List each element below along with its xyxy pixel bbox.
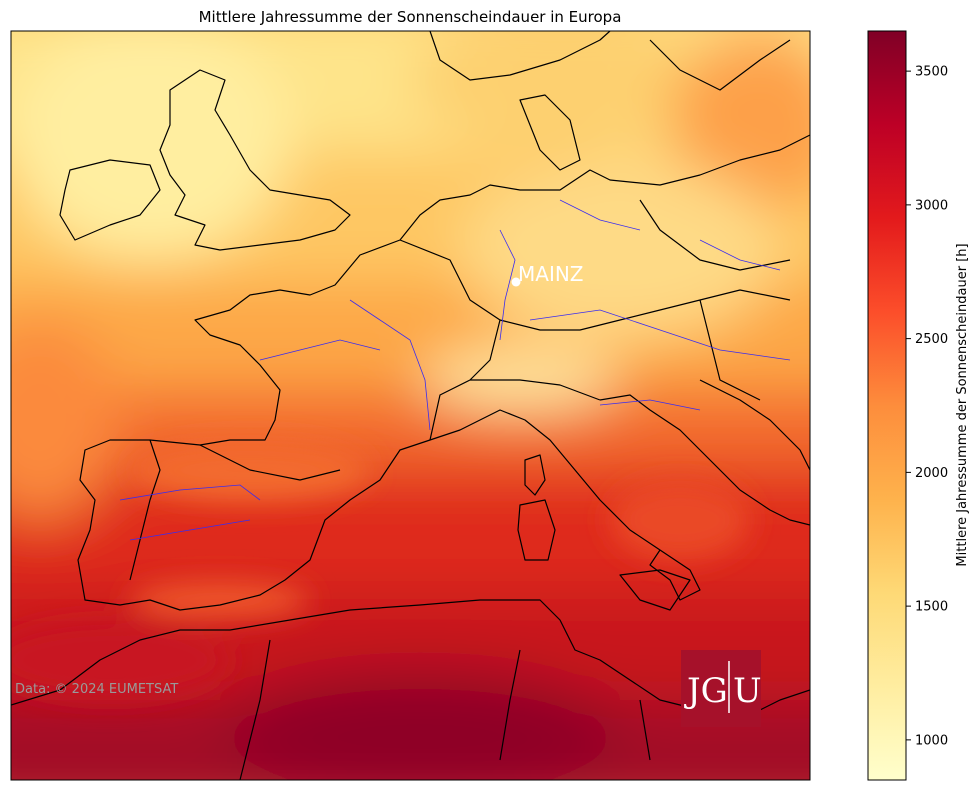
map-title: Mittlere Jahressumme der Sonnenscheindau… <box>199 8 622 26</box>
mainz-label: MAINZ <box>518 262 584 286</box>
coast-scandinavia <box>429 31 611 171</box>
jgu-logo: JG U <box>681 650 762 727</box>
colorbar-tick-label: 2500 <box>915 332 948 347</box>
coast-balkans <box>699 379 810 471</box>
map-frame <box>10 30 811 781</box>
colorbar-tick-label: 3500 <box>915 65 948 80</box>
rivers <box>119 199 791 541</box>
jgu-logo-left: JG <box>684 671 728 711</box>
coast-baltic <box>649 39 791 91</box>
colorbar-tick-label: 1500 <box>915 600 948 615</box>
coast-sardinia <box>517 499 556 561</box>
map-panel: MAINZ Data: © 2024 EUMETSAT JG U <box>11 31 810 780</box>
coast-continent <box>77 134 810 611</box>
borders <box>129 199 791 780</box>
jgu-logo-box <box>681 650 761 727</box>
coast-ireland <box>59 159 161 241</box>
colorbar-label: Mittlere Jahressumme der Sonnenscheindau… <box>955 243 970 566</box>
coast-britain <box>159 69 351 251</box>
colorbar-bar <box>867 30 907 781</box>
jgu-logo-right: U <box>733 671 762 711</box>
data-credit: Data: © 2024 EUMETSAT <box>15 682 178 697</box>
mainz-marker <box>511 277 521 287</box>
colorbar-ticks: 1000 1500 2000 2500 3000 3500 <box>906 65 948 748</box>
coast-corsica <box>524 454 546 496</box>
colorbar-tick-label: 2000 <box>915 466 948 481</box>
coast-sicily <box>619 569 691 611</box>
coastlines <box>11 31 810 721</box>
colorbar: 1000 1500 2000 2500 3000 3500 Mittlere Jahres… <box>867 30 970 781</box>
colorbar-tick-label: 1000 <box>915 733 948 748</box>
colorbar-tick-label: 3000 <box>915 198 948 213</box>
